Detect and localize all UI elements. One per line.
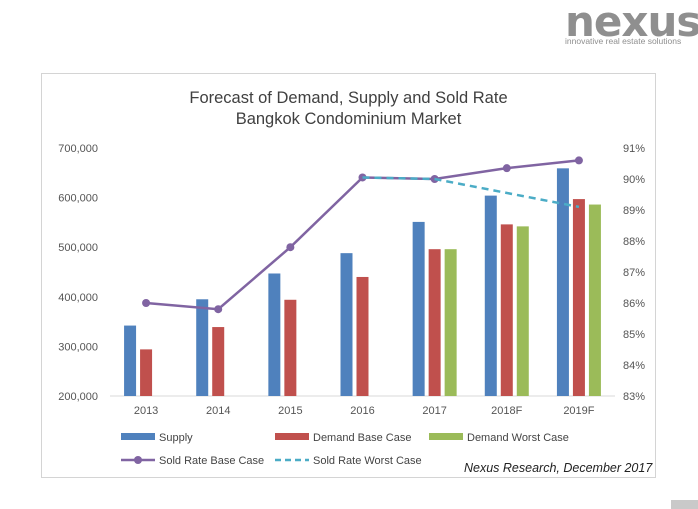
demand-base-case-bar [212, 327, 225, 396]
y-right-tick-label: 87% [623, 267, 645, 279]
y-left-tick-label: 500,000 [58, 242, 98, 254]
demand-base-case-bar [140, 349, 153, 396]
legend-swatch-demand-base-case [275, 433, 309, 440]
nexus-logo: nexus innovative real estate solutions [563, 0, 698, 50]
demand-base-case-bar [356, 276, 369, 396]
sold-rate-base-case-marker [574, 156, 583, 165]
source-note: Nexus Research, December 2017 [464, 461, 653, 475]
sold-rate-base-case-marker [502, 164, 511, 173]
logo-tagline: innovative real estate solutions [565, 36, 682, 46]
y-left-tick-label: 200,000 [58, 391, 98, 403]
y-left-tick-label: 400,000 [58, 292, 98, 304]
y-left-tick-label: 600,000 [58, 193, 98, 205]
demand-base-case-bar [284, 299, 297, 396]
y-right-tick-label: 83% [623, 391, 645, 403]
demand-base-case-bar [572, 199, 585, 396]
legend-swatch-supply [121, 433, 155, 440]
supply-bar [124, 325, 137, 396]
x-tick-label: 2014 [206, 405, 230, 417]
x-tick-label: 2015 [278, 405, 302, 417]
legend-label: Sold Rate Base Case [159, 455, 264, 467]
x-tick-label: 2013 [134, 405, 158, 417]
x-tick-label: 2017 [422, 405, 446, 417]
y-right-tick-label: 88% [623, 236, 645, 248]
sold-rate-worst-case-line [362, 176, 580, 209]
y-right-tick-label: 86% [623, 298, 645, 310]
demand-worst-case-bar [516, 226, 529, 396]
legend-swatch-sold-rate-base-case-marker [134, 456, 142, 464]
legend-label: Demand Base Case [313, 432, 411, 444]
x-tick-label: 2016 [350, 405, 374, 417]
supply-bar [340, 253, 353, 396]
y-left-tick-label: 700,000 [58, 143, 98, 155]
supply-bar [268, 273, 281, 396]
supply-bar [556, 168, 569, 396]
y-right-tick-label: 84% [623, 360, 645, 372]
chart-subtitle: Bangkok Condominium Market [235, 110, 462, 128]
y-right-tick-label: 90% [623, 174, 645, 186]
y-right-tick-label: 89% [623, 205, 645, 217]
chart-title: Forecast of Demand, Supply and Sold Rate [189, 89, 508, 107]
demand-worst-case-bar [588, 204, 601, 396]
supply-bar [484, 195, 497, 396]
legend-label: Supply [159, 432, 193, 444]
legend-swatch-demand-worst-case [429, 433, 463, 440]
demand-base-case-bar [428, 249, 441, 396]
chart-frame: Forecast of Demand, Supply and Sold Rate… [41, 73, 656, 478]
supply-bar [196, 299, 209, 396]
sold-rate-base-case-marker [286, 243, 295, 252]
demand-base-case-bar [500, 224, 513, 396]
x-tick-label: 2018F [491, 405, 522, 417]
y-left-tick-label: 300,000 [58, 341, 98, 353]
y-right-tick-label: 85% [623, 329, 645, 341]
legend-label: Sold Rate Worst Case [313, 455, 422, 467]
supply-bar [412, 221, 425, 396]
logo-wordmark: nexus [565, 0, 698, 46]
demand-worst-case-bar [444, 249, 457, 396]
y-right-tick-label: 91% [623, 143, 645, 155]
sold-rate-base-case-marker [142, 299, 151, 307]
x-tick-label: 2019F [563, 405, 594, 417]
legend-label: Demand Worst Case [467, 432, 569, 444]
corner-decoration [671, 500, 698, 509]
sold-rate-base-case-marker [214, 305, 223, 314]
chart-canvas: 200,000 300,000 400,000 500,000 600,000 700,0… [58, 143, 653, 475]
